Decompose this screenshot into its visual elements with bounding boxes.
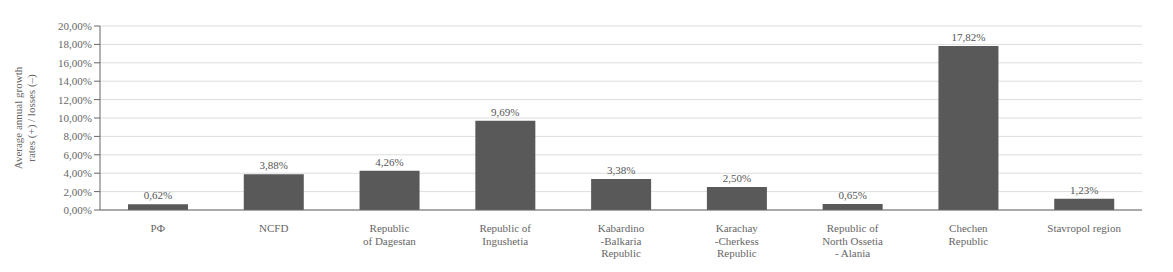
svg-text:4,00%: 4,00%: [64, 167, 92, 179]
svg-text:3,88%: 3,88%: [260, 159, 288, 171]
svg-text:20,00%: 20,00%: [58, 20, 92, 32]
svg-text:РФ: РФ: [151, 222, 166, 234]
svg-text:Republic ofNorth Ossetia- Alan: Republic ofNorth Ossetia- Alania: [822, 222, 883, 259]
svg-text:4,26%: 4,26%: [375, 156, 403, 168]
svg-text:Republic ofIngushetia: Republic ofIngushetia: [479, 222, 531, 247]
svg-text:12,00%: 12,00%: [58, 94, 92, 106]
svg-text:ChechenRepublic: ChechenRepublic: [948, 222, 988, 247]
svg-text:Stavropol region: Stavropol region: [1047, 222, 1121, 234]
svg-text:2,50%: 2,50%: [723, 172, 751, 184]
svg-text:Karachay-CherkessRepublic: Karachay-CherkessRepublic: [715, 222, 759, 259]
svg-text:18,00%: 18,00%: [58, 38, 92, 50]
svg-text:0,00%: 0,00%: [64, 204, 92, 216]
svg-text:16,00%: 16,00%: [58, 57, 92, 69]
svg-text:Average annual growthrates (+): Average annual growthrates (+) / losses …: [12, 66, 38, 169]
svg-text:17,82%: 17,82%: [951, 31, 985, 43]
svg-text:Republicof Dagestan: Republicof Dagestan: [363, 222, 416, 247]
svg-text:2,00%: 2,00%: [64, 186, 92, 198]
svg-text:1,23%: 1,23%: [1070, 184, 1098, 196]
svg-text:14,00%: 14,00%: [58, 75, 92, 87]
svg-text:3,38%: 3,38%: [607, 164, 635, 176]
svg-text:6,00%: 6,00%: [64, 149, 92, 161]
svg-text:8,00%: 8,00%: [64, 130, 92, 142]
svg-text:NCFD: NCFD: [259, 222, 288, 234]
svg-text:Kabardino-BalkariaRepublic: Kabardino-BalkariaRepublic: [598, 222, 645, 259]
svg-text:0,62%: 0,62%: [144, 189, 172, 201]
svg-text:10,00%: 10,00%: [58, 112, 92, 124]
svg-text:9,69%: 9,69%: [491, 106, 519, 118]
svg-text:0,65%: 0,65%: [838, 189, 866, 201]
